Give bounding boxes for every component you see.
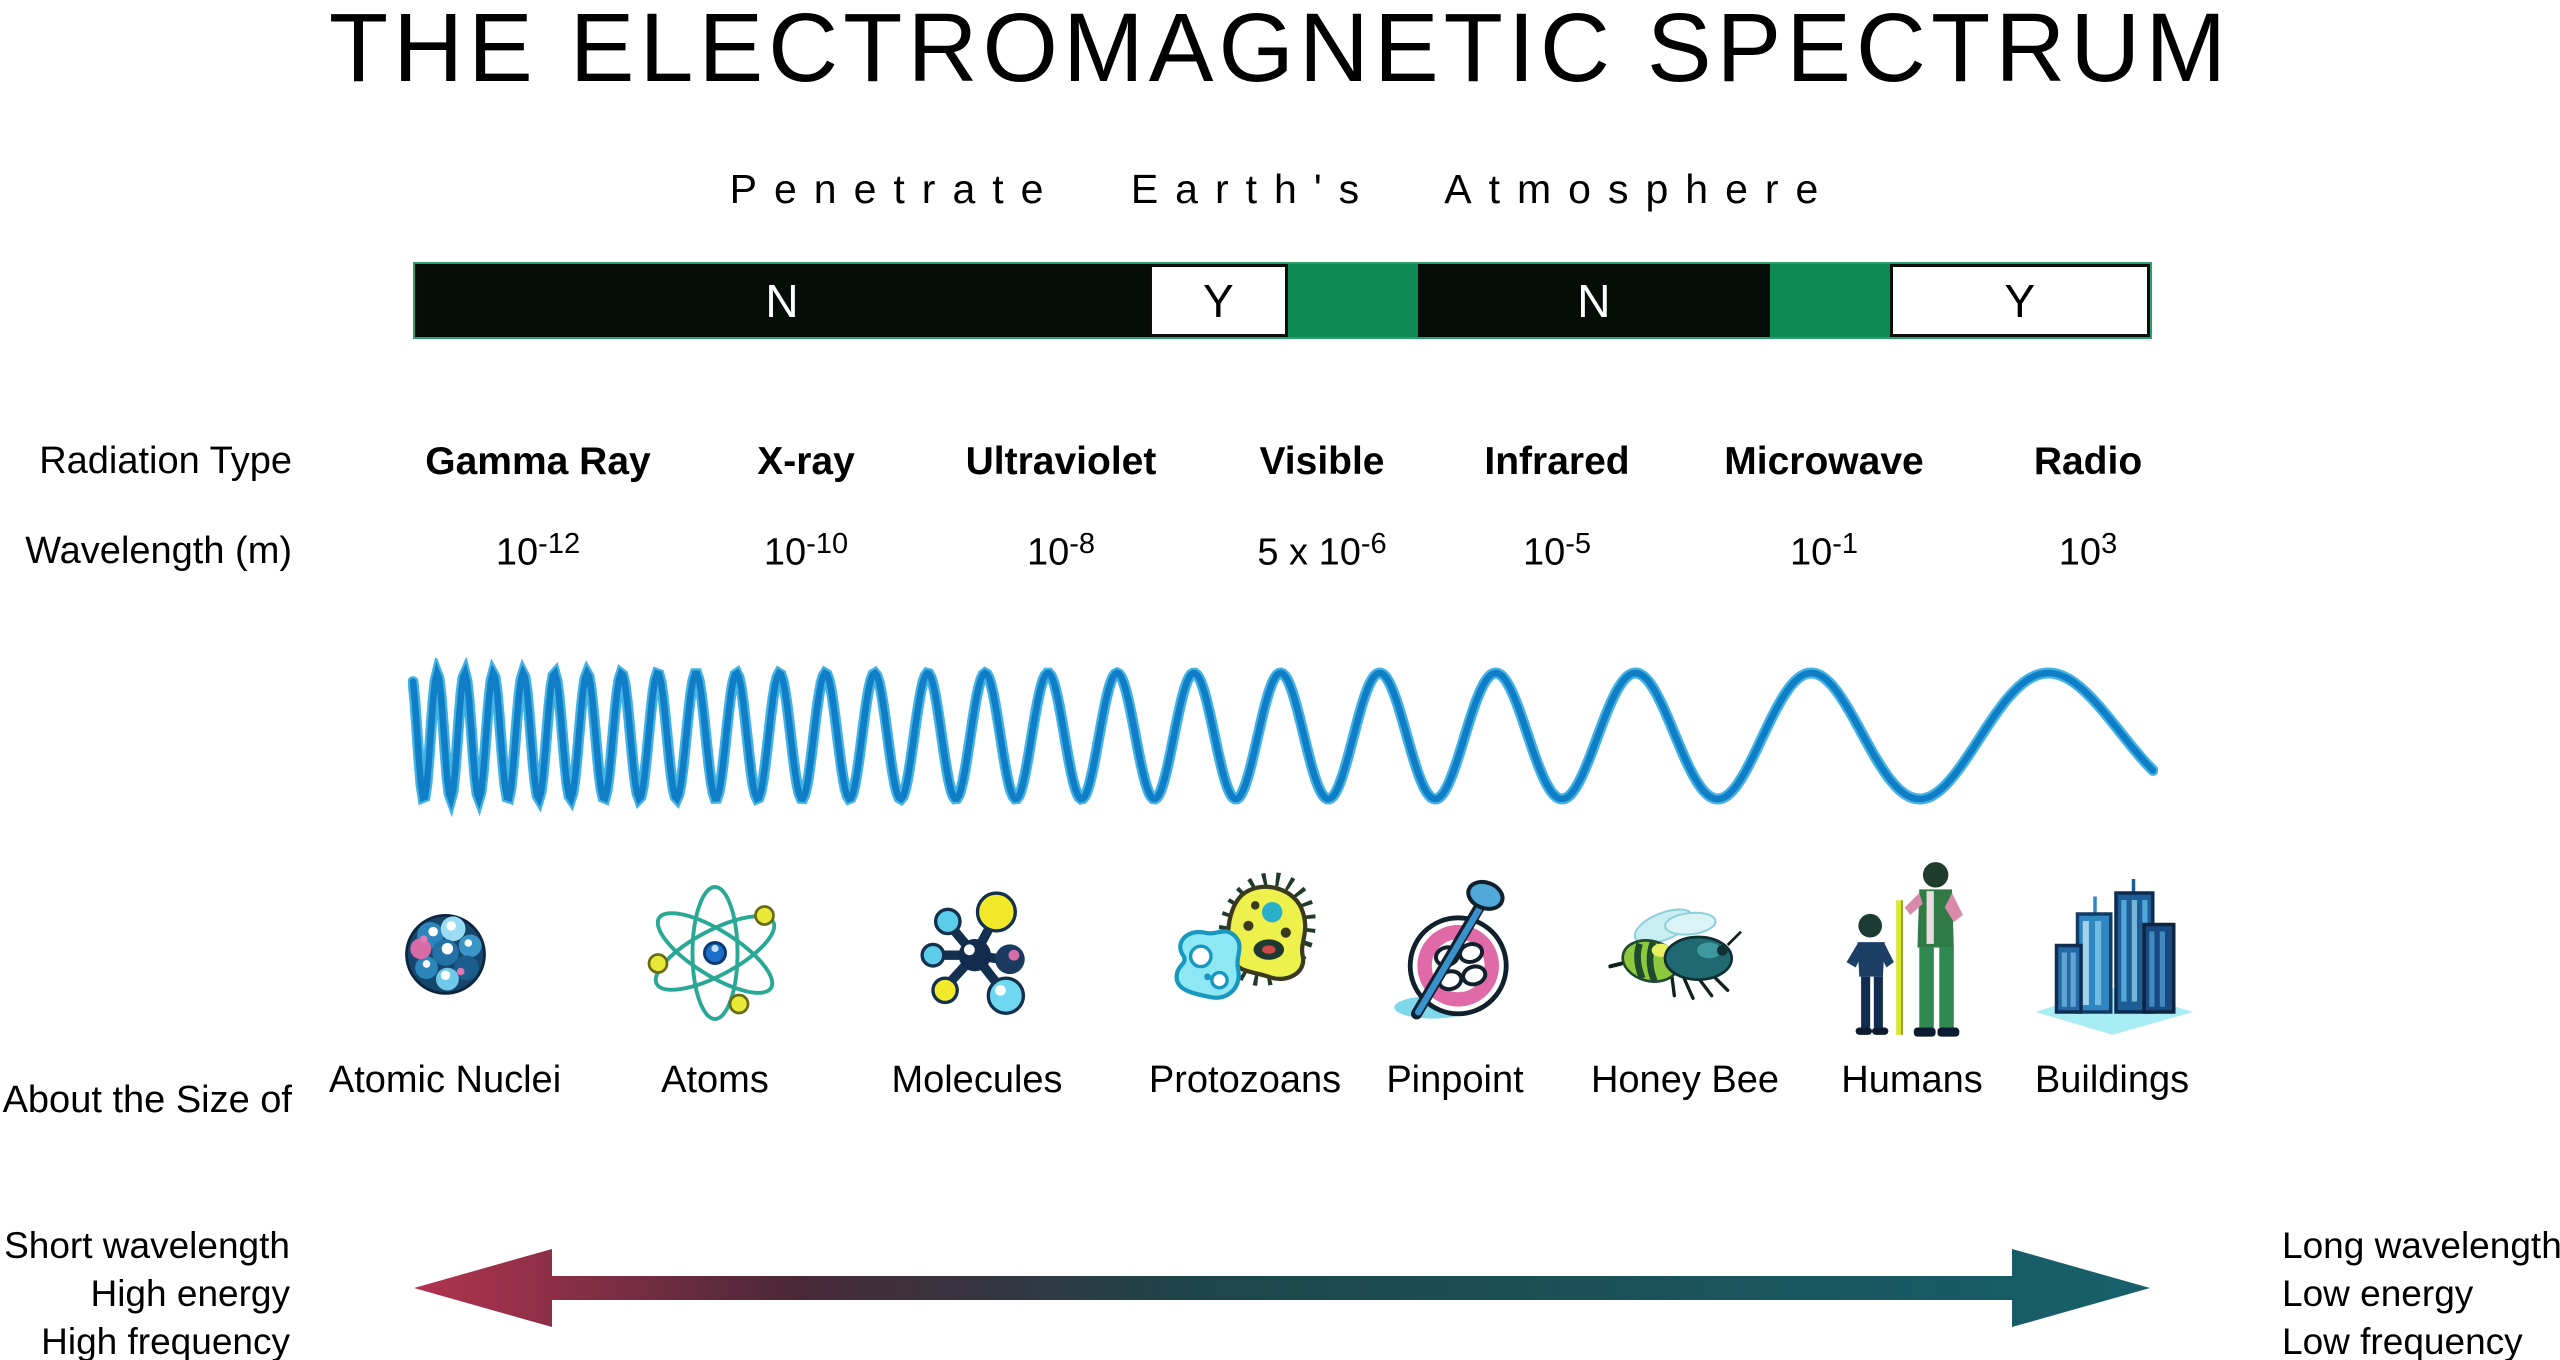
wavelength-row-label: Wavelength (m) — [25, 530, 292, 572]
band-wavelength: 10-5 — [1522, 528, 1592, 574]
band-wavelength: 5 x 10-6 — [1257, 528, 1387, 574]
size-label: Atomic Nuclei — [328, 1059, 562, 1101]
band-wavelength: 10-1 — [1789, 528, 1859, 574]
size-item-honey-bee: Honey Bee — [1555, 850, 1815, 1102]
note-line: Short wavelength — [4, 1225, 290, 1266]
long-wavelength-notes: Long wavelength Low energy Low frequency — [2282, 1222, 2560, 1360]
atm-segment-n2: N — [1417, 264, 1771, 337]
band-x-ray: X-ray 10-10 — [646, 440, 966, 575]
size-label: Molecules — [891, 1059, 1063, 1101]
atm-segment-y2: Y — [1889, 264, 2150, 337]
buildings-icon — [1982, 850, 2242, 1055]
band-name: Gamma Ray — [425, 440, 651, 483]
note-line: Low frequency — [2282, 1321, 2523, 1360]
molecule-icon — [847, 850, 1107, 1055]
note-line: High frequency — [41, 1321, 290, 1360]
size-label: Protozoans — [1148, 1059, 1342, 1101]
band-radio: Radio 103 — [1928, 440, 2248, 575]
page-title: THE ELECTROMAGNETIC SPECTRUM — [328, 0, 2232, 102]
note-line: High energy — [90, 1273, 290, 1314]
size-item-atoms: Atoms — [585, 850, 845, 1102]
atmosphere-bar: N Y N Y — [415, 264, 2150, 337]
radiation-type-row-label: Radiation Type — [39, 440, 292, 482]
band-name: Ultraviolet — [965, 440, 1157, 483]
pinpoint-icon — [1325, 850, 1585, 1055]
short-wavelength-notes: Short wavelength High energy High freque… — [0, 1222, 290, 1360]
protozoan-icon — [1115, 850, 1375, 1055]
em-wave — [408, 658, 2158, 818]
size-item-buildings: Buildings — [1982, 850, 2242, 1102]
band-name: Visible — [1259, 440, 1385, 483]
note-line: Long wavelength — [2282, 1225, 2560, 1266]
atom-icon — [585, 850, 845, 1055]
size-label: Pinpoint — [1386, 1059, 1524, 1101]
band-wavelength: 10-12 — [495, 528, 581, 574]
atmosphere-heading: Penetrate Earth's Atmosphere — [729, 166, 1836, 212]
size-label: Atoms — [661, 1059, 769, 1101]
size-item-atomic-nuclei: Atomic Nuclei — [315, 850, 575, 1102]
band-ultraviolet: Ultraviolet 10-8 — [901, 440, 1221, 575]
size-item-humans: Humans — [1782, 850, 2042, 1102]
band-name: Radio — [2033, 440, 2143, 483]
band-infrared: Infrared 10-5 — [1397, 440, 1717, 575]
wavelength-direction-arrow — [414, 1249, 2150, 1327]
note-line: Low energy — [2282, 1273, 2474, 1314]
band-gamma-ray: Gamma Ray 10-12 — [378, 440, 698, 575]
band-name: X-ray — [757, 440, 855, 483]
size-item-molecules: Molecules — [847, 850, 1107, 1102]
atm-segment-green1 — [1287, 264, 1418, 337]
band-visible: Visible 5 x 10-6 — [1162, 440, 1482, 575]
band-microwave: Microwave 10-1 — [1664, 440, 1984, 575]
size-label: Humans — [1841, 1059, 1983, 1101]
atomic-nuclei-icon — [315, 850, 575, 1055]
size-item-pinpoint: Pinpoint — [1325, 850, 1585, 1102]
size-label: Buildings — [2034, 1059, 2190, 1101]
band-wavelength: 103 — [2058, 528, 2118, 574]
band-name: Infrared — [1484, 440, 1630, 483]
honey-bee-icon — [1555, 850, 1815, 1055]
band-name: Microwave — [1724, 440, 1924, 483]
size-label: Honey Bee — [1590, 1059, 1779, 1101]
band-wavelength: 10-10 — [763, 528, 849, 574]
humans-icon — [1782, 850, 2042, 1055]
about-size-row-label: About the Size of — [2, 1079, 292, 1121]
atm-segment-y1: Y — [1148, 264, 1288, 337]
atm-segment-green2 — [1770, 264, 1890, 337]
size-item-protozoans: Protozoans — [1115, 850, 1375, 1102]
band-wavelength: 10-8 — [1026, 528, 1096, 574]
atm-segment-n1: N — [415, 264, 1149, 337]
